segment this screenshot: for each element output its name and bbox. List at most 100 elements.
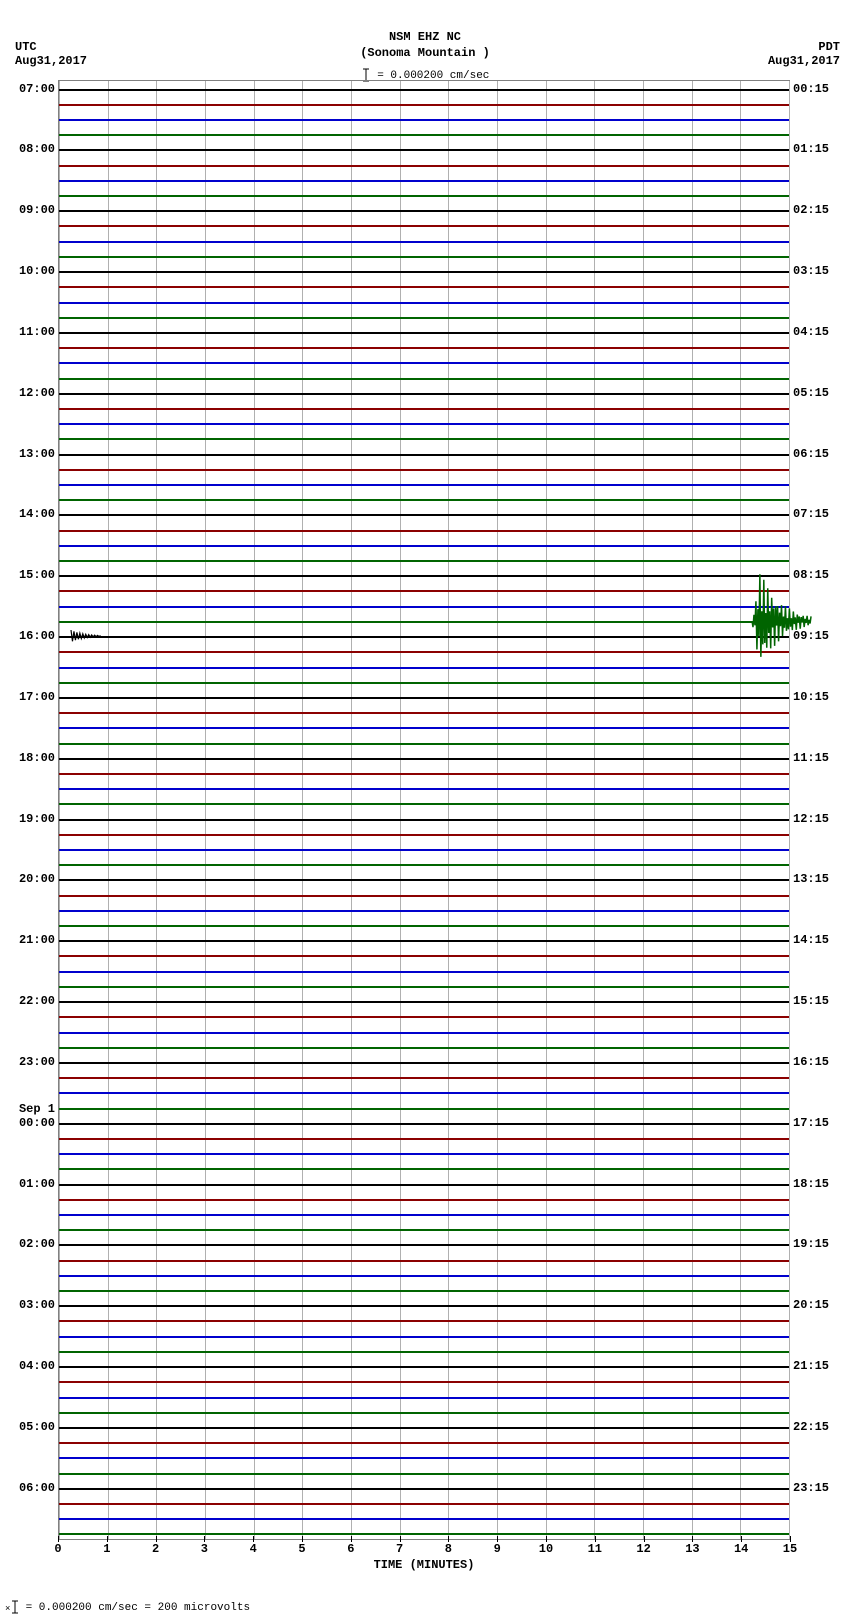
right-hour-label: 04:15 bbox=[789, 325, 829, 339]
left-hour-label: 18:00 bbox=[19, 751, 59, 765]
seismic-trace bbox=[59, 910, 789, 912]
right-hour-label: 00:15 bbox=[789, 82, 829, 96]
right-hour-label: 17:15 bbox=[789, 1116, 829, 1130]
right-hour-label: 22:15 bbox=[789, 1420, 829, 1434]
seismic-trace bbox=[59, 1123, 789, 1125]
header: UTC Aug31,2017 PDT Aug31,2017 NSM EHZ NC… bbox=[0, 0, 850, 80]
seismic-trace bbox=[59, 134, 789, 136]
left-hour-label: 14:00 bbox=[19, 507, 59, 521]
left-hour-label: 16:00 bbox=[19, 629, 59, 643]
seismic-trace bbox=[59, 1275, 789, 1277]
seismic-trace bbox=[59, 484, 789, 486]
seismic-trace bbox=[59, 697, 789, 699]
x-tick-label: 3 bbox=[201, 1542, 208, 1556]
x-tick-label: 0 bbox=[54, 1542, 61, 1556]
scale-bar-icon: × bbox=[5, 1600, 19, 1614]
seismic-trace bbox=[59, 469, 789, 471]
right-hour-label: 15:15 bbox=[789, 994, 829, 1008]
seismic-trace bbox=[59, 545, 789, 547]
seismic-trace bbox=[59, 621, 789, 623]
seismic-trace bbox=[59, 378, 789, 380]
left-hour-label: 12:00 bbox=[19, 386, 59, 400]
seismic-trace bbox=[59, 1320, 789, 1322]
seismic-trace bbox=[59, 104, 789, 106]
left-hour-label: 01:00 bbox=[19, 1177, 59, 1191]
seismic-trace bbox=[59, 1138, 789, 1140]
seismic-trace bbox=[59, 438, 789, 440]
x-tick-label: 14 bbox=[734, 1542, 748, 1556]
seismic-trace bbox=[59, 879, 789, 881]
right-hour-label: 11:15 bbox=[789, 751, 829, 765]
seismic-trace bbox=[59, 423, 789, 425]
seismic-trace bbox=[59, 819, 789, 821]
seismic-trace bbox=[59, 864, 789, 866]
x-axis-label: TIME (MINUTES) bbox=[58, 1558, 790, 1572]
right-hour-label: 07:15 bbox=[789, 507, 829, 521]
seismic-trace bbox=[59, 1397, 789, 1399]
left-hour-label: 02:00 bbox=[19, 1237, 59, 1251]
right-hour-label: 12:15 bbox=[789, 812, 829, 826]
seismogram-page: UTC Aug31,2017 PDT Aug31,2017 NSM EHZ NC… bbox=[0, 0, 850, 1614]
x-tick-label: 12 bbox=[636, 1542, 650, 1556]
right-hour-label: 05:15 bbox=[789, 386, 829, 400]
seismic-trace bbox=[59, 849, 789, 851]
seismic-trace bbox=[59, 225, 789, 227]
right-hour-label: 13:15 bbox=[789, 872, 829, 886]
seismic-trace bbox=[59, 256, 789, 258]
left-hour-label: 23:00 bbox=[19, 1055, 59, 1069]
left-hour-label: 07:00 bbox=[19, 82, 59, 96]
seismic-trace bbox=[59, 1412, 789, 1414]
seismic-trace bbox=[59, 1092, 789, 1094]
seismic-trace bbox=[59, 773, 789, 775]
seismic-trace bbox=[59, 1047, 789, 1049]
seismic-trace bbox=[59, 971, 789, 973]
seismic-trace bbox=[59, 940, 789, 942]
seismic-trace bbox=[59, 149, 789, 151]
right-hour-label: 02:15 bbox=[789, 203, 829, 217]
x-tick-label: 8 bbox=[445, 1542, 452, 1556]
seismic-trace bbox=[59, 925, 789, 927]
seismic-trace bbox=[59, 165, 789, 167]
left-hour-label: 05:00 bbox=[19, 1420, 59, 1434]
seismic-trace bbox=[59, 788, 789, 790]
title-line2: (Sonoma Mountain ) bbox=[360, 46, 490, 60]
seismic-trace bbox=[59, 1108, 789, 1110]
header-center: NSM EHZ NC (Sonoma Mountain ) bbox=[0, 30, 850, 61]
seismic-trace bbox=[59, 955, 789, 957]
seismic-trace bbox=[59, 575, 789, 577]
right-hour-label: 03:15 bbox=[789, 264, 829, 278]
seismic-trace bbox=[59, 1366, 789, 1368]
left-hour-label: 03:00 bbox=[19, 1298, 59, 1312]
right-hour-label: 20:15 bbox=[789, 1298, 829, 1312]
seismic-trace bbox=[59, 1153, 789, 1155]
seismic-trace bbox=[59, 1381, 789, 1383]
seismic-trace bbox=[59, 1503, 789, 1505]
seismic-trace bbox=[59, 743, 789, 745]
seismic-trace bbox=[59, 1427, 789, 1429]
left-hour-label: 21:00 bbox=[19, 933, 59, 947]
seismic-trace bbox=[59, 1351, 789, 1353]
seismic-trace bbox=[59, 408, 789, 410]
seismic-trace bbox=[59, 393, 789, 395]
seismic-trace bbox=[59, 1260, 789, 1262]
seismic-trace bbox=[59, 986, 789, 988]
seismic-trace bbox=[59, 803, 789, 805]
grid-vertical bbox=[789, 81, 790, 1539]
seismic-trace bbox=[59, 1016, 789, 1018]
right-hour-label: 19:15 bbox=[789, 1237, 829, 1251]
left-hour-label: 17:00 bbox=[19, 690, 59, 704]
x-tick-label: 5 bbox=[298, 1542, 305, 1556]
seismic-trace bbox=[59, 1244, 789, 1246]
seismic-trace bbox=[59, 758, 789, 760]
seismic-trace bbox=[59, 180, 789, 182]
seismic-trace bbox=[59, 1199, 789, 1201]
seismic-trace bbox=[59, 667, 789, 669]
x-tick-label: 6 bbox=[347, 1542, 354, 1556]
seismic-trace bbox=[59, 1184, 789, 1186]
left-hour-label: 04:00 bbox=[19, 1359, 59, 1373]
seismic-trace bbox=[59, 1168, 789, 1170]
seismic-trace bbox=[59, 1305, 789, 1307]
seismic-trace bbox=[59, 560, 789, 562]
seismic-trace bbox=[59, 286, 789, 288]
x-tick-label: 7 bbox=[396, 1542, 403, 1556]
